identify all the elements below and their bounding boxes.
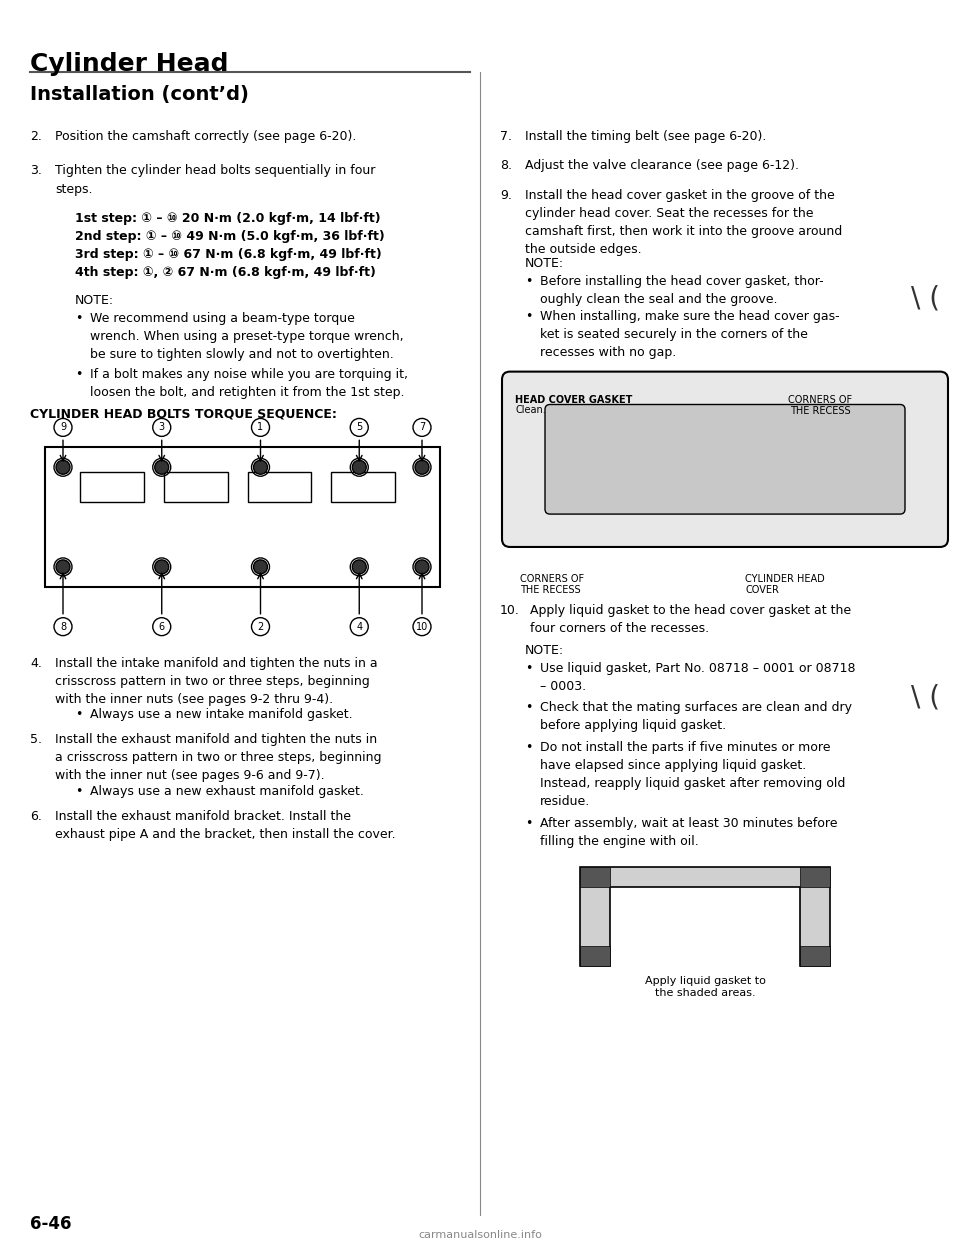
Text: Adjust the valve clearance (see page 6-12).: Adjust the valve clearance (see page 6-1…	[525, 159, 799, 173]
Text: 1st step: ① – ⑩ 20 N·m (2.0 kgf·m, 14 lbf·ft): 1st step: ① – ⑩ 20 N·m (2.0 kgf·m, 14 lb…	[75, 212, 380, 225]
Circle shape	[253, 560, 268, 574]
Text: Clean.: Clean.	[515, 405, 545, 416]
Text: Use liquid gasket, Part No. 08718 – 0001 or 08718
– 0003.: Use liquid gasket, Part No. 08718 – 0001…	[540, 662, 855, 693]
Circle shape	[155, 560, 169, 574]
Text: 3.: 3.	[30, 164, 42, 178]
Text: Apply liquid gasket to the head cover gasket at the
four corners of the recesses: Apply liquid gasket to the head cover ga…	[530, 604, 852, 635]
Text: Tighten the cylinder head bolts sequentially in four
steps.: Tighten the cylinder head bolts sequenti…	[55, 164, 375, 196]
Text: •: •	[75, 785, 83, 799]
Circle shape	[155, 461, 169, 474]
Text: 2.: 2.	[30, 129, 42, 143]
Circle shape	[253, 461, 268, 474]
Text: 10.: 10.	[500, 604, 520, 617]
Text: Installation (cont’d): Installation (cont’d)	[30, 84, 249, 103]
Text: NOTE:: NOTE:	[525, 257, 564, 270]
Polygon shape	[580, 867, 830, 966]
Text: Position the camshaft correctly (see page 6-20).: Position the camshaft correctly (see pag…	[55, 129, 356, 143]
Text: 4th step: ①, ② 67 N·m (6.8 kgf·m, 49 lbf·ft): 4th step: ①, ② 67 N·m (6.8 kgf·m, 49 lbf…	[75, 266, 376, 279]
Text: CYLINDER HEAD BOLTS TORQUE SEQUENCE:: CYLINDER HEAD BOLTS TORQUE SEQUENCE:	[30, 407, 337, 421]
Text: •: •	[525, 309, 533, 323]
Text: 5: 5	[356, 422, 362, 432]
Text: Cylinder Head: Cylinder Head	[30, 52, 228, 76]
Bar	[45, 447, 440, 586]
Text: •: •	[525, 741, 533, 754]
Text: 10: 10	[416, 622, 428, 632]
Circle shape	[352, 560, 367, 574]
Text: 4.: 4.	[30, 657, 42, 669]
Text: 1: 1	[257, 422, 264, 432]
Text: 9: 9	[60, 422, 66, 432]
FancyBboxPatch shape	[502, 371, 948, 546]
Text: 8.: 8.	[500, 159, 512, 173]
Text: If a bolt makes any noise while you are torquing it,
loosen the bolt, and retigh: If a bolt makes any noise while you are …	[90, 368, 408, 399]
Text: •: •	[525, 817, 533, 830]
Bar	[580, 867, 610, 887]
Text: We recommend using a beam-type torque
wrench. When using a preset-type torque wr: We recommend using a beam-type torque wr…	[90, 312, 403, 361]
Bar	[800, 867, 830, 887]
Text: carmanualsonline.info: carmanualsonline.info	[418, 1231, 542, 1241]
Text: Install the exhaust manifold bracket. Install the
exhaust pipe A and the bracket: Install the exhaust manifold bracket. In…	[55, 810, 396, 841]
Text: NOTE:: NOTE:	[75, 294, 114, 307]
Text: Check that the mating surfaces are clean and dry
before applying liquid gasket.: Check that the mating surfaces are clean…	[540, 702, 852, 733]
Circle shape	[352, 461, 367, 474]
Text: Install the exhaust manifold and tighten the nuts in
a crisscross pattern in two: Install the exhaust manifold and tighten…	[55, 733, 381, 782]
Text: 6-46: 6-46	[30, 1216, 71, 1233]
Text: After assembly, wait at least 30 minutes before
filling the engine with oil.: After assembly, wait at least 30 minutes…	[540, 817, 837, 848]
Bar	[800, 946, 830, 966]
Text: CYLINDER HEAD
COVER: CYLINDER HEAD COVER	[745, 574, 825, 595]
Text: 6.: 6.	[30, 810, 42, 823]
Text: 3rd step: ① – ⑩ 67 N·m (6.8 kgf·m, 49 lbf·ft): 3rd step: ① – ⑩ 67 N·m (6.8 kgf·m, 49 lb…	[75, 248, 382, 261]
Text: •: •	[525, 662, 533, 674]
Text: •: •	[75, 368, 83, 380]
Circle shape	[56, 560, 70, 574]
Text: Install the head cover gasket in the groove of the
cylinder head cover. Seat the: Install the head cover gasket in the gro…	[525, 189, 842, 256]
Bar	[331, 472, 395, 502]
Text: \ (: \ (	[911, 284, 940, 313]
Bar	[164, 472, 228, 502]
Text: Always use a new exhaust manifold gasket.: Always use a new exhaust manifold gasket…	[90, 785, 364, 799]
Text: •: •	[525, 702, 533, 714]
Text: 7: 7	[419, 422, 425, 432]
Text: •: •	[75, 312, 83, 325]
Text: 5.: 5.	[30, 733, 42, 746]
Text: 2: 2	[257, 622, 264, 632]
Circle shape	[415, 461, 429, 474]
Text: Do not install the parts if five minutes or more
have elapsed since applying liq: Do not install the parts if five minutes…	[540, 741, 846, 809]
Circle shape	[415, 560, 429, 574]
Text: CORNERS OF
THE RECESS: CORNERS OF THE RECESS	[520, 574, 584, 595]
Text: 2nd step: ① – ⑩ 49 N·m (5.0 kgf·m, 36 lbf·ft): 2nd step: ① – ⑩ 49 N·m (5.0 kgf·m, 36 lb…	[75, 230, 385, 243]
Bar	[248, 472, 311, 502]
Bar	[80, 472, 144, 502]
Text: CORNERS OF
THE RECESS: CORNERS OF THE RECESS	[788, 395, 852, 416]
Text: •: •	[75, 708, 83, 722]
FancyBboxPatch shape	[545, 405, 905, 514]
Text: 7.: 7.	[500, 129, 512, 143]
Text: Before installing the head cover gasket, thor-
oughly clean the seal and the gro: Before installing the head cover gasket,…	[540, 274, 824, 306]
Text: 3: 3	[158, 422, 165, 432]
Text: \ (: \ (	[911, 683, 940, 712]
Text: Apply liquid gasket to
the shaded areas.: Apply liquid gasket to the shaded areas.	[644, 976, 765, 999]
Text: 9.: 9.	[500, 189, 512, 202]
Text: Install the timing belt (see page 6-20).: Install the timing belt (see page 6-20).	[525, 129, 766, 143]
Text: 6: 6	[158, 622, 165, 632]
Circle shape	[56, 461, 70, 474]
Text: Always use a new intake manifold gasket.: Always use a new intake manifold gasket.	[90, 708, 352, 722]
Text: When installing, make sure the head cover gas-
ket is seated securely in the cor: When installing, make sure the head cove…	[540, 309, 840, 359]
Text: HEAD COVER GASKET: HEAD COVER GASKET	[515, 395, 633, 405]
Text: 4: 4	[356, 622, 362, 632]
Text: 8: 8	[60, 622, 66, 632]
Text: NOTE:: NOTE:	[525, 643, 564, 657]
Text: •: •	[525, 274, 533, 288]
Text: Install the intake manifold and tighten the nuts in a
crisscross pattern in two : Install the intake manifold and tighten …	[55, 657, 377, 705]
Bar	[580, 946, 610, 966]
